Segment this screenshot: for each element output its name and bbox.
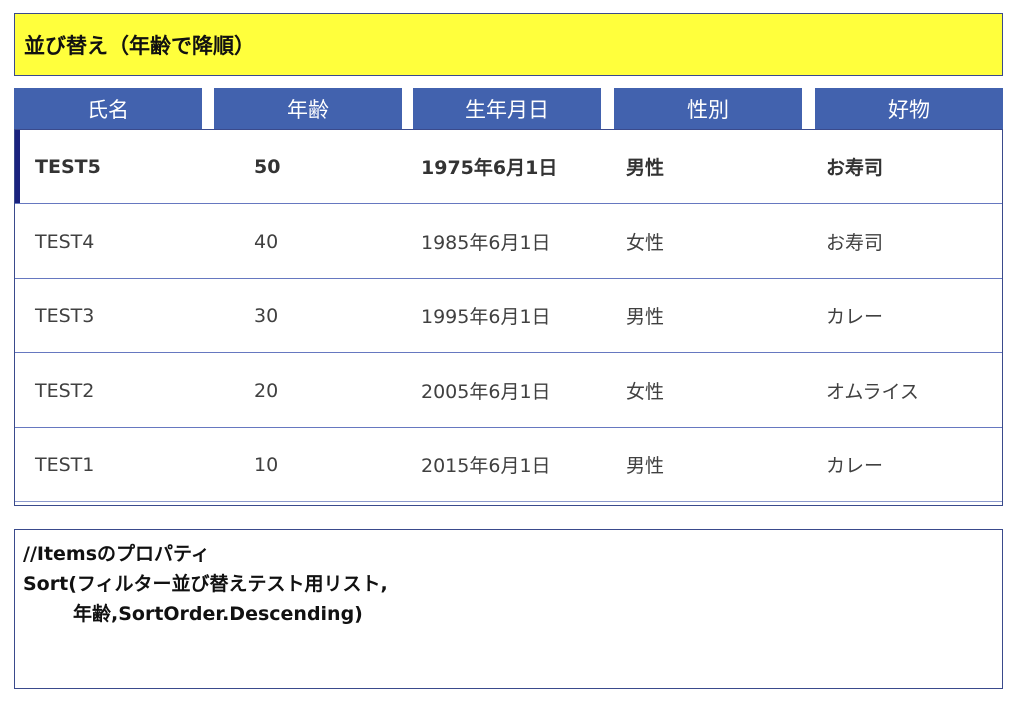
gallery-row[interactable]: TEST3 30 1995年6月1日 男性 カレー: [15, 279, 1002, 353]
code-line-args: 年齢,SortOrder.Descending): [73, 603, 363, 625]
cell-age: 30: [254, 304, 279, 327]
cell-name: TEST4: [35, 230, 95, 253]
cell-gender: 男性: [626, 455, 665, 477]
cell-name: TEST3: [35, 304, 95, 327]
cell-favorite: オムライス: [826, 381, 919, 403]
cell-birthday: 2005年6月1日: [421, 381, 551, 403]
code-label-box: //Itemsのプロパティ Sort(フィルター並び替えテスト用リスト, 年齢,…: [14, 529, 1003, 689]
code-comment: //Itemsのプロパティ: [23, 543, 210, 565]
cell-birthday: 1985年6月1日: [421, 232, 551, 254]
cell-gender: 女性: [626, 232, 665, 254]
cell-age: 20: [254, 379, 279, 402]
page-title: 並び替え（年齢で降順）: [24, 33, 255, 58]
gallery-row[interactable]: TEST1 10 2015年6月1日 男性 カレー: [15, 428, 1002, 502]
cell-favorite: カレー: [826, 306, 884, 328]
cell-gender: 男性: [626, 157, 665, 179]
cell-favorite: お寿司: [826, 232, 884, 254]
cell-gender: 男性: [626, 306, 665, 328]
cell-name: TEST2: [35, 379, 95, 402]
title-label-box: 並び替え（年齢で降順）: [14, 13, 1003, 76]
header-birthday: 生年月日: [413, 88, 601, 130]
header-age: 年齢: [214, 88, 402, 130]
cell-birthday: 1975年6月1日: [421, 157, 558, 179]
header-favorite: 好物: [815, 88, 1003, 130]
cell-name: TEST5: [35, 155, 101, 178]
cell-favorite: お寿司: [826, 157, 884, 179]
cell-birthday: 2015年6月1日: [421, 455, 551, 477]
header-name: 氏名: [14, 88, 202, 130]
header-gender: 性別: [614, 88, 802, 130]
gallery-row[interactable]: TEST5 50 1975年6月1日 男性 お寿司: [15, 130, 1002, 204]
code-line-sort: Sort(フィルター並び替えテスト用リスト,: [23, 573, 388, 595]
gallery-row[interactable]: TEST2 20 2005年6月1日 女性 オムライス: [15, 354, 1002, 428]
gallery-row[interactable]: TEST4 40 1985年6月1日 女性 お寿司: [15, 205, 1002, 279]
cell-age: 50: [254, 155, 281, 178]
cell-name: TEST1: [35, 453, 95, 476]
cell-birthday: 1995年6月1日: [421, 306, 551, 328]
cell-favorite: カレー: [826, 455, 884, 477]
cell-gender: 女性: [626, 381, 665, 403]
cell-age: 40: [254, 230, 279, 253]
gallery-divider: [15, 501, 1002, 502]
cell-age: 10: [254, 453, 279, 476]
gallery[interactable]: TEST5 50 1975年6月1日 男性 お寿司 TEST4 40 1985年…: [14, 129, 1003, 506]
